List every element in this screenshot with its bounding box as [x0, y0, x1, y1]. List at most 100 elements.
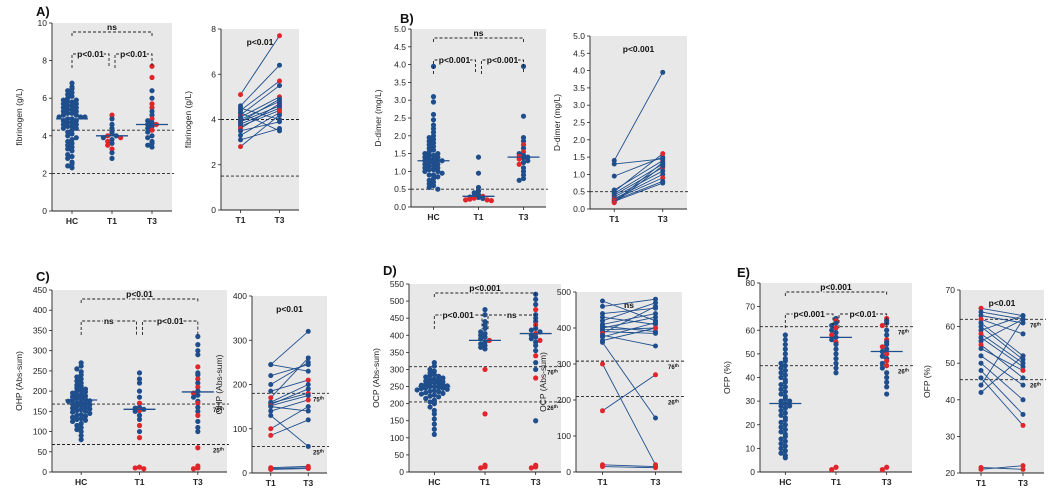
- data-point: [195, 348, 201, 354]
- data-point: [787, 398, 793, 404]
- data-point: [195, 380, 201, 386]
- paired-line: [613, 165, 664, 204]
- data-point-highlighted: [533, 375, 539, 381]
- data-point-highlighted: [105, 142, 111, 148]
- data-point: [74, 374, 80, 380]
- comparison-bracket: [80, 320, 137, 335]
- data-point-highlighted: [478, 465, 484, 471]
- data-point: [430, 147, 437, 153]
- paired-line: [980, 315, 1024, 331]
- data-point-highlighted: [829, 332, 835, 338]
- y-tick-label: 500: [390, 296, 404, 306]
- data-point-highlighted: [268, 466, 274, 472]
- data-point: [69, 80, 75, 86]
- data-point: [69, 390, 76, 396]
- chart-E_right: 20 30 40 50 60 70 OFP (%) T1 T3 76th 26th p<0.01: [922, 285, 1046, 488]
- data-point: [782, 337, 788, 343]
- data-point: [435, 186, 441, 192]
- data-point: [782, 443, 788, 449]
- data-point: [778, 412, 784, 418]
- data-point: [136, 380, 143, 386]
- data-point: [884, 384, 890, 390]
- data-point-highlighted: [1020, 463, 1026, 469]
- data-point-highlighted: [884, 358, 890, 364]
- data-point-highlighted: [833, 325, 839, 331]
- comparison-bracket: [71, 31, 153, 36]
- data-point: [436, 389, 442, 395]
- data-point-highlighted: [660, 175, 666, 181]
- data-point: [1020, 382, 1026, 388]
- data-point: [782, 363, 788, 369]
- y-tick-label: 2: [211, 160, 216, 170]
- y-axis-title: D-dimer (mg/L): [373, 89, 383, 146]
- data-point: [833, 370, 839, 376]
- data-point: [478, 344, 484, 350]
- data-point: [600, 303, 605, 309]
- paired-line: [613, 161, 664, 203]
- paired-line: [240, 114, 280, 147]
- paired-line: [980, 348, 1024, 371]
- y-tick-label: 0.5: [573, 187, 585, 197]
- data-point: [305, 328, 311, 334]
- data-point: [833, 365, 839, 371]
- data-point: [136, 376, 143, 382]
- data-point: [978, 309, 984, 315]
- comparison-label: p<0.001: [442, 310, 474, 320]
- paired-line: [980, 465, 1024, 470]
- x-category-label: T1: [266, 478, 276, 488]
- data-point-highlighted: [978, 316, 984, 322]
- data-point-highlighted: [600, 361, 605, 367]
- data-point: [528, 327, 534, 333]
- data-point: [69, 106, 75, 113]
- data-point-highlighted: [600, 408, 605, 414]
- y-tick-label: 50: [38, 447, 48, 457]
- data-point-highlighted: [141, 466, 147, 472]
- data-point: [149, 112, 155, 118]
- comparison-bracket: [142, 320, 199, 335]
- data-point-highlighted: [884, 351, 890, 357]
- y-tick-label: 0.0: [394, 202, 406, 212]
- data-point: [78, 424, 84, 431]
- y-tick-label: 8: [211, 24, 216, 34]
- data-point: [277, 101, 282, 107]
- data-point: [833, 341, 839, 348]
- comparison-label: p<0.01: [126, 289, 153, 299]
- data-point: [782, 389, 788, 395]
- data-point-highlighted: [305, 377, 311, 383]
- data-point-highlighted: [484, 197, 490, 203]
- data-point: [145, 129, 151, 135]
- data-point: [149, 88, 155, 94]
- data-point: [195, 424, 201, 431]
- data-point: [430, 99, 437, 105]
- data-point: [74, 426, 80, 433]
- data-point: [787, 403, 793, 409]
- data-point: [422, 161, 428, 167]
- data-point: [268, 382, 274, 387]
- data-point-highlighted: [1020, 422, 1026, 428]
- data-point: [69, 103, 75, 109]
- data-point-highlighted: [611, 200, 617, 206]
- paired-line: [980, 355, 1024, 386]
- percentile-label: 75th: [313, 395, 324, 403]
- paired-line: [980, 377, 1024, 426]
- data-point: [136, 394, 143, 400]
- data-point: [430, 129, 437, 135]
- data-point: [60, 97, 66, 103]
- data-point: [69, 93, 75, 99]
- data-point: [268, 404, 274, 410]
- data-point: [600, 298, 605, 304]
- data-point: [69, 86, 75, 92]
- data-point: [978, 335, 984, 341]
- data-point: [782, 405, 788, 411]
- comparison-label: p<0.001: [487, 55, 519, 65]
- data-point: [520, 159, 527, 166]
- comparison-label: p<0.001: [439, 55, 471, 65]
- data-point: [426, 134, 432, 141]
- data-point-highlighted: [879, 322, 885, 329]
- data-point: [879, 353, 885, 359]
- data-point: [423, 395, 429, 402]
- comparison-bracket: [481, 59, 524, 74]
- data-point: [978, 360, 984, 366]
- data-point: [65, 95, 71, 101]
- data-point: [884, 327, 890, 333]
